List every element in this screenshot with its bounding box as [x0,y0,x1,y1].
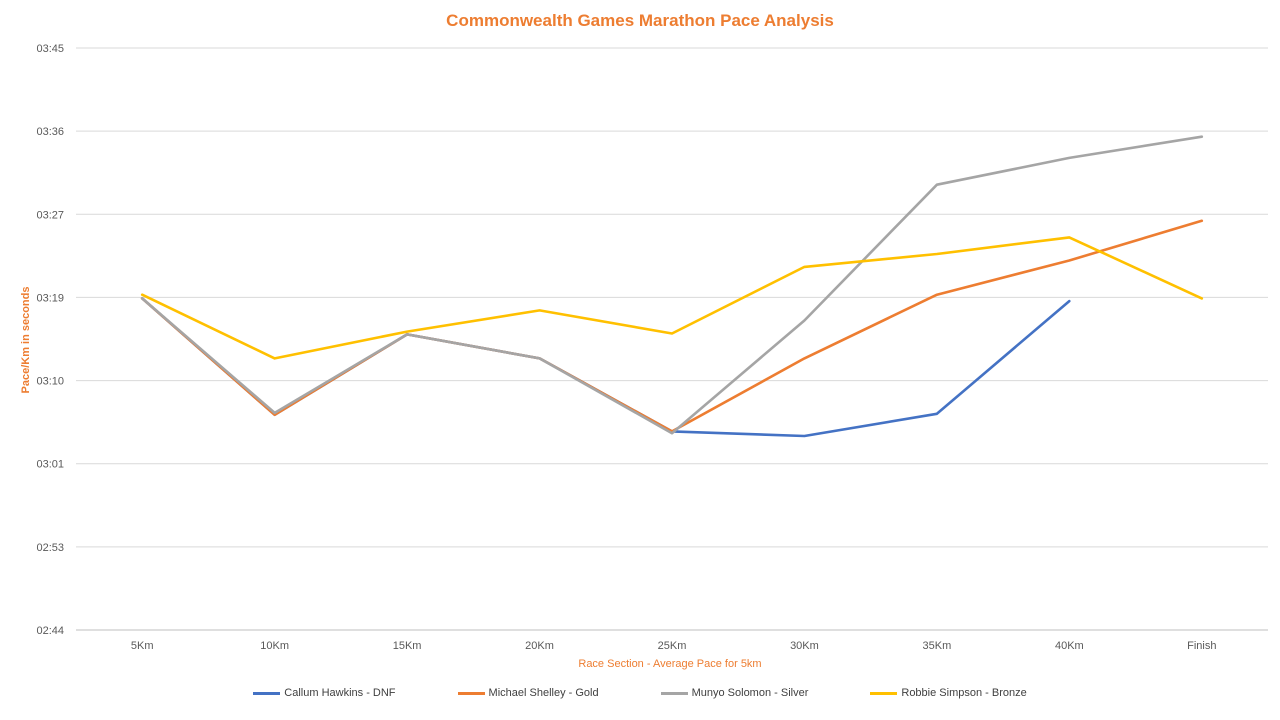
chart-title: Commonwealth Games Marathon Pace Analysi… [446,11,834,30]
x-tick-label: 20Km [525,640,554,652]
y-tick-label: 03:01 [36,459,64,471]
y-tick-label: 02:44 [36,625,64,637]
legend-item-michael-shelley: Michael Shelley - Gold [457,687,599,699]
series-lines [140,135,1204,438]
y-tick-label: 03:10 [36,376,64,388]
x-tick-label: 10Km [260,640,289,652]
y-axis-tick-labels: 03:45 03:36 03:27 03:19 03:10 03:01 02:53 02:44 [36,43,64,637]
legend-swatch [660,691,688,695]
series-line-callum-hawkins-dnf [140,297,1071,438]
legend: Callum Hawkins - DNF Michael Shelley - G… [0,687,1280,699]
gridlines [76,47,1268,631]
y-tick-label: 03:27 [36,209,64,221]
x-tick-label: 40Km [1055,640,1084,652]
x-tick-label: Finish [1187,640,1216,652]
legend-item-callum-hawkins: Callum Hawkins - DNF [253,687,396,699]
legend-swatch [870,691,898,695]
series-line-munyo-solomon-silver [140,135,1204,435]
y-tick-label: 03:45 [36,43,64,55]
legend-item-robbie-simpson: Robbie Simpson - Bronze [870,687,1027,699]
x-tick-label: 5Km [131,640,154,652]
legend-label: Munyo Solomon - Silver [691,687,809,699]
series-line-robbie-simpson-bronze [140,236,1204,360]
series-line-michael-shelley-gold [140,219,1204,433]
legend-swatch [253,691,281,695]
x-tick-label: 25Km [658,640,687,652]
x-tick-label: 35Km [923,640,952,652]
legend-label: Callum Hawkins - DNF [284,687,396,699]
x-axis-label: Race Section - Average Pace for 5km [578,658,762,670]
legend-label: Robbie Simpson - Bronze [901,687,1027,699]
x-tick-label: 30Km [790,640,819,652]
y-tick-label: 03:19 [36,292,64,304]
legend-item-munyo-solomon: Munyo Solomon - Silver [660,687,809,699]
y-tick-label: 02:53 [36,542,64,554]
legend-swatch [457,691,485,695]
x-axis-tick-labels: 5Km 10Km 15Km 20Km 25Km 30Km 35Km 40Km Finish [131,640,1217,652]
x-tick-label: 15Km [393,640,422,652]
legend-label: Michael Shelley - Gold [488,687,599,699]
y-tick-label: 03:36 [36,126,64,138]
y-axis-label: Pace/Km in seconds [20,286,32,394]
